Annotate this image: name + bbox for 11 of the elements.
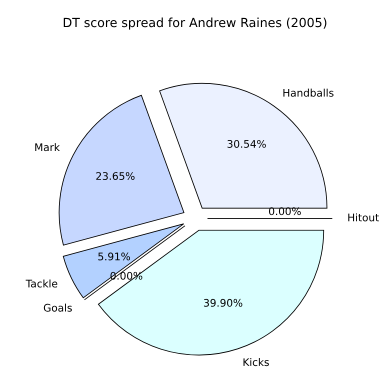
- slice-label: Tackle: [26, 279, 58, 288]
- chart-title: DT score spread for Andrew Raines (2005): [64, 18, 326, 30]
- category-label: Goals: [44, 304, 72, 312]
- data-label: 30.54%: [228, 140, 266, 148]
- category-label: Hitout: [348, 213, 379, 222]
- data-label: 39.90%: [204, 298, 242, 307]
- slice-label: Handballs: [283, 88, 334, 97]
- data-label: 23.65%: [96, 172, 135, 180]
- slice-label: Mark: [35, 143, 60, 152]
- slice-label: Kicks: [244, 358, 269, 366]
- data-label: 5.91%: [98, 252, 130, 260]
